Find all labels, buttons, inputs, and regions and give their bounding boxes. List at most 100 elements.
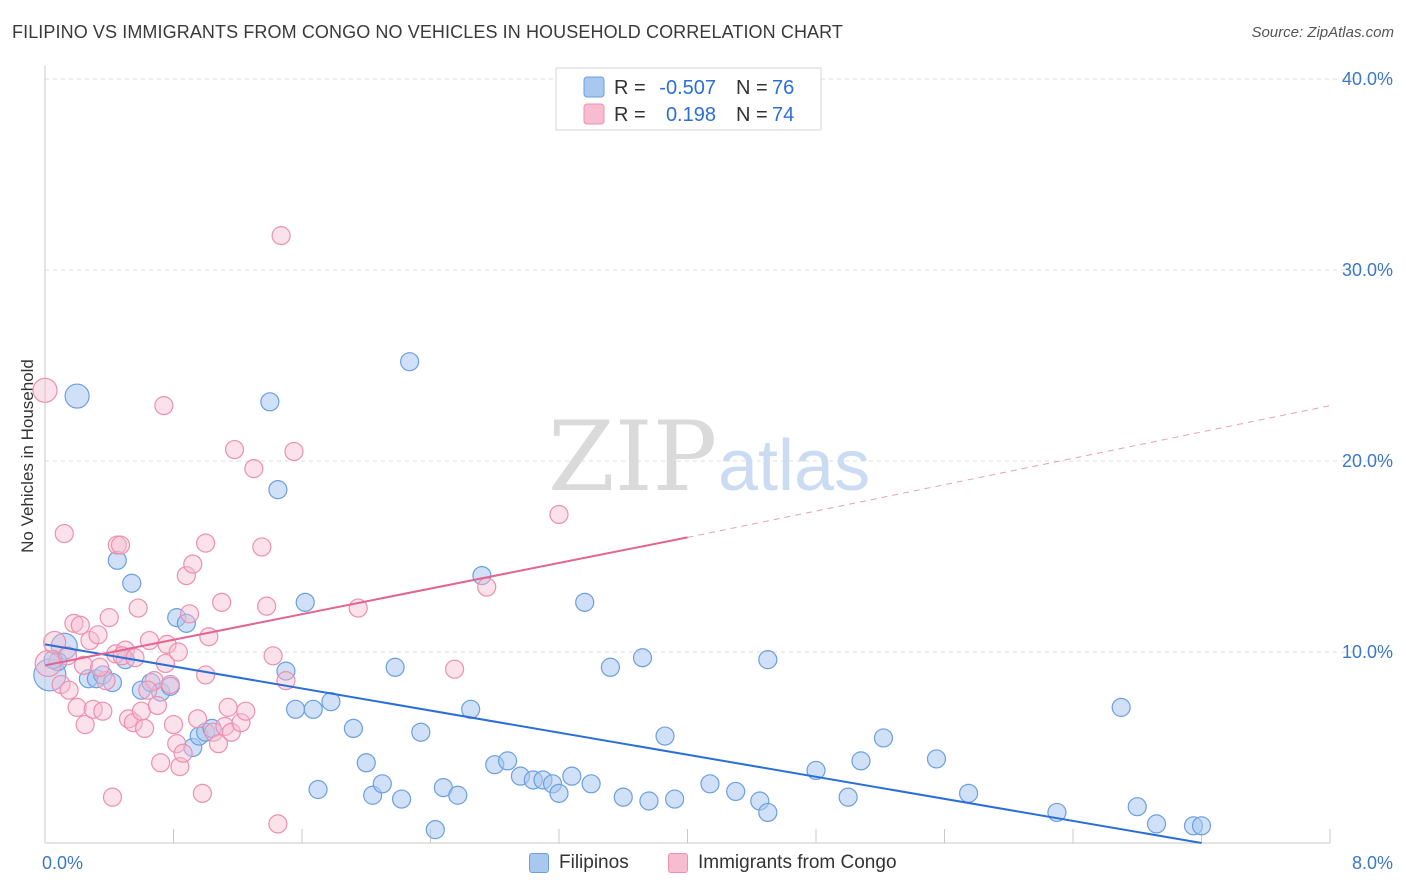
point-filipinos-39 — [448, 785, 468, 805]
point-filipinos-30 — [356, 753, 376, 773]
gridlines — [45, 78, 1392, 653]
chart-title: FILIPINO VS IMMIGRANTS FROM CONGO NO VEH… — [12, 22, 844, 42]
point-filipinos-65 — [851, 751, 871, 771]
point-filipinos-22 — [268, 480, 288, 500]
point-filipinos-64 — [838, 787, 858, 807]
bottom-legend: Filipinos Immigrants from Congo — [0, 852, 1406, 876]
point-filipinos-2 — [64, 383, 90, 409]
point-congo-15 — [99, 608, 119, 628]
point-congo-8 — [70, 615, 90, 635]
tick-labels: 10.0% 20.0% 30.0% 40.0% 0.0% 8.0% — [42, 69, 1393, 873]
point-filipinos-35 — [400, 352, 420, 372]
point-congo-65 — [73, 655, 94, 675]
point-filipinos-58 — [700, 774, 720, 794]
point-congo-1 — [34, 649, 62, 678]
point-congo-46 — [212, 592, 232, 612]
point-congo-54 — [257, 596, 277, 616]
point-congo-42 — [196, 533, 216, 553]
point-congo-13 — [93, 701, 113, 721]
point-congo-48 — [218, 697, 238, 717]
point-congo-66 — [90, 657, 110, 677]
point-filipinos-37 — [425, 820, 445, 840]
legend-n-value-2: 74 — [772, 104, 794, 126]
point-filipinos-62 — [758, 802, 778, 823]
point-congo-45 — [208, 734, 229, 754]
point-congo-69 — [138, 680, 158, 700]
bottom-legend-filipinos: Filipinos — [529, 852, 629, 874]
point-filipinos-26 — [303, 699, 323, 719]
point-congo-0 — [32, 377, 58, 403]
point-filipinos-68 — [958, 783, 979, 803]
point-filipinos-61 — [758, 650, 778, 670]
point-filipinos-49 — [562, 766, 582, 786]
point-congo-22 — [123, 713, 143, 733]
point-congo-19 — [110, 535, 131, 555]
point-congo-61 — [444, 659, 465, 679]
point-congo-9 — [75, 714, 95, 735]
point-congo-24 — [131, 701, 151, 721]
point-filipinos-29 — [343, 718, 363, 739]
point-congo-36 — [173, 743, 193, 763]
y-tick-label-30: 30.0% — [1342, 260, 1393, 280]
watermark-zip: ZIP — [548, 401, 717, 513]
point-congo-56 — [268, 814, 288, 834]
point-congo-34 — [167, 734, 187, 754]
bottom-legend-swatch-filipinos — [529, 853, 549, 873]
point-filipinos-34 — [391, 789, 412, 809]
point-filipinos-33 — [385, 657, 405, 677]
point-filipinos-43 — [498, 751, 518, 771]
point-congo-59 — [284, 441, 304, 462]
point-congo-27 — [144, 671, 164, 691]
point-congo-62 — [477, 577, 497, 597]
point-congo-37 — [176, 565, 196, 586]
point-filipinos-48 — [549, 783, 569, 803]
point-congo-25 — [134, 718, 155, 739]
bottom-legend-congo: Immigrants from Congo — [668, 852, 897, 874]
point-congo-63 — [549, 504, 569, 525]
legend-r-value-1: -0.507 — [659, 77, 716, 99]
point-filipinos-57 — [665, 789, 685, 809]
watermark: ZIP atlas — [548, 401, 870, 513]
point-filipinos-56 — [655, 726, 675, 746]
watermark-atlas: atlas — [718, 426, 870, 506]
point-congo-11 — [83, 699, 103, 719]
trend-line-congo — [44, 536, 688, 667]
bottom-legend-swatch-congo — [668, 853, 688, 873]
point-filipinos-36 — [411, 722, 431, 742]
point-filipinos-51 — [581, 774, 601, 794]
point-congo-12 — [88, 625, 108, 645]
y-tick-label-10: 10.0% — [1342, 642, 1393, 662]
point-congo-43 — [199, 627, 219, 647]
point-filipinos-66 — [873, 728, 894, 748]
point-filipinos-74 — [1191, 816, 1212, 836]
point-congo-4 — [54, 523, 74, 544]
legend-n-label-1: N = — [736, 77, 768, 99]
point-congo-5 — [59, 680, 79, 700]
point-congo-73 — [236, 701, 256, 721]
point-filipinos-25 — [295, 592, 315, 612]
bottom-legend-label-congo: Immigrants from Congo — [698, 852, 897, 873]
point-filipinos-24 — [285, 699, 306, 719]
trend-lines — [44, 405, 1331, 844]
point-congo-28 — [147, 695, 168, 716]
point-filipinos-32 — [372, 774, 392, 794]
point-congo-72 — [196, 665, 216, 685]
point-filipinos-59 — [726, 781, 746, 802]
point-filipinos-8 — [107, 550, 127, 570]
point-congo-55 — [263, 646, 283, 666]
point-congo-23 — [128, 598, 148, 618]
point-congo-38 — [179, 604, 200, 624]
point-filipinos-27 — [308, 779, 328, 800]
point-filipinos-63 — [806, 760, 826, 781]
point-filipinos-55 — [639, 791, 659, 811]
point-congo-53 — [252, 537, 272, 557]
series-filipinos — [33, 352, 1212, 840]
bottom-legend-label-filipinos: Filipinos — [559, 852, 629, 873]
point-congo-29 — [151, 753, 171, 773]
point-congo-71 — [168, 642, 188, 662]
legend: R = -0.507 N = 76 R = 0.198 N = 74 — [555, 67, 822, 131]
point-filipinos-21 — [260, 392, 280, 412]
y-tick-label-20: 20.0% — [1342, 451, 1393, 471]
point-congo-32 — [160, 674, 180, 695]
